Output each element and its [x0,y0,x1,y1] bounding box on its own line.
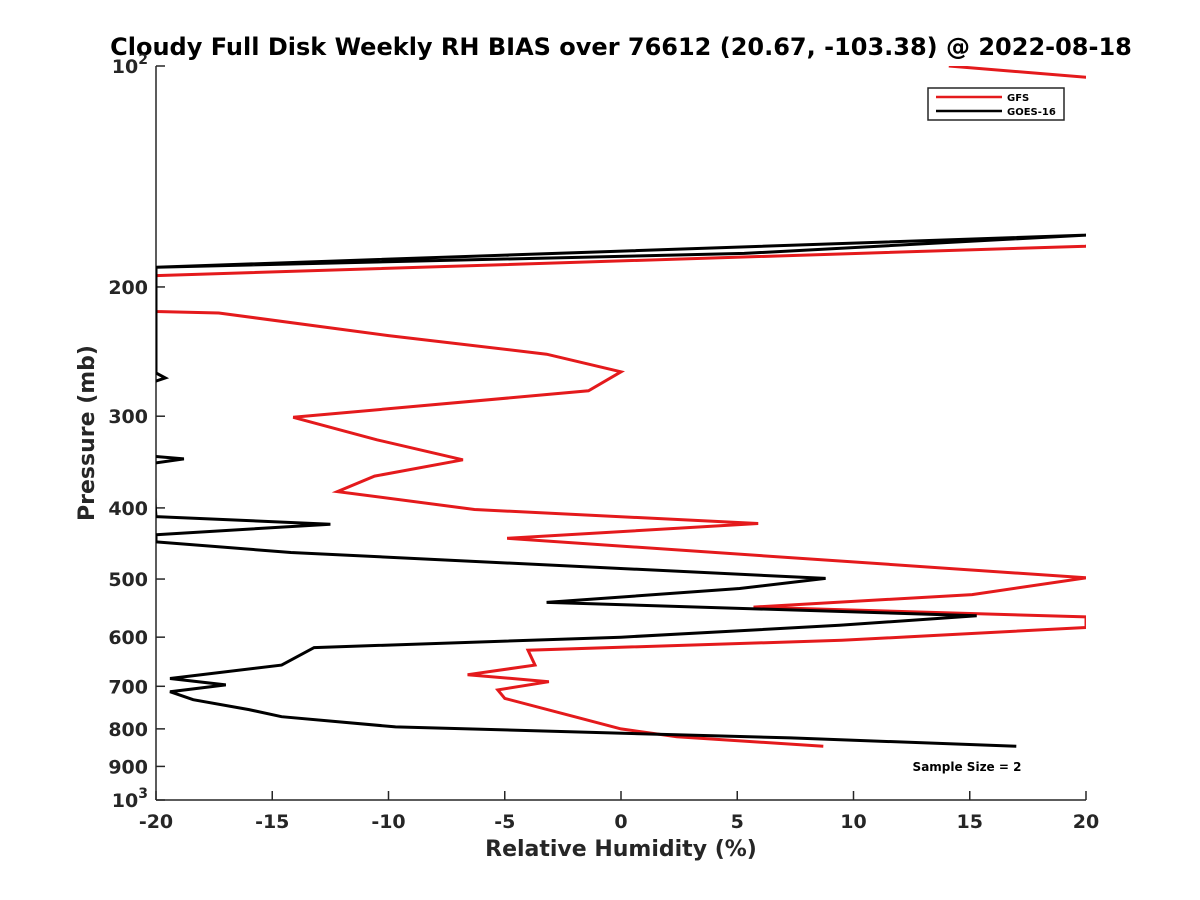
series-line-gfs [156,66,1086,748]
y-tick-label: 300 [108,406,148,428]
legend: GFS GOES-16 [927,87,1065,121]
legend-label-goes16: GOES-16 [1007,107,1056,118]
series-line-goes16 [156,233,1086,748]
series-layer [156,66,1086,748]
y-tick-label: 600 [108,627,148,649]
y-axis-ticks: 102 200 300 400 500 600 700 800 900 103 [108,52,165,812]
x-tick-label: -5 [494,811,515,833]
x-tick-label: 5 [731,811,744,833]
y-axis-label: Pressure (mb) [75,345,100,521]
x-tick-label: 0 [614,811,627,833]
x-axis-ticks: -20 -15 -10 -5 0 5 10 15 20 [139,791,1099,833]
x-tick-label: 20 [1073,811,1099,833]
x-tick-label: -15 [255,811,289,833]
chart-title: Cloudy Full Disk Weekly RH BIAS over 766… [110,33,1132,61]
legend-box [927,87,1065,121]
y-tick-label: 400 [108,498,148,520]
x-tick-label: -10 [371,811,405,833]
y-tick-label: 200 [108,277,148,299]
legend-label-gfs: GFS [1007,93,1029,104]
sample-size-annotation: Sample Size = 2 [913,760,1022,774]
y-tick-label: 900 [108,756,148,778]
x-tick-label: 10 [840,811,866,833]
x-tick-label: -20 [139,811,173,833]
y-tick-label: 700 [108,676,148,698]
x-tick-label: 15 [957,811,983,833]
y-tick-label: 800 [108,719,148,741]
y-tick-label: 102 [112,52,148,78]
x-axis-label: Relative Humidity (%) [485,837,757,862]
y-tick-label: 103 [112,786,148,812]
y-tick-label: 500 [108,569,148,591]
